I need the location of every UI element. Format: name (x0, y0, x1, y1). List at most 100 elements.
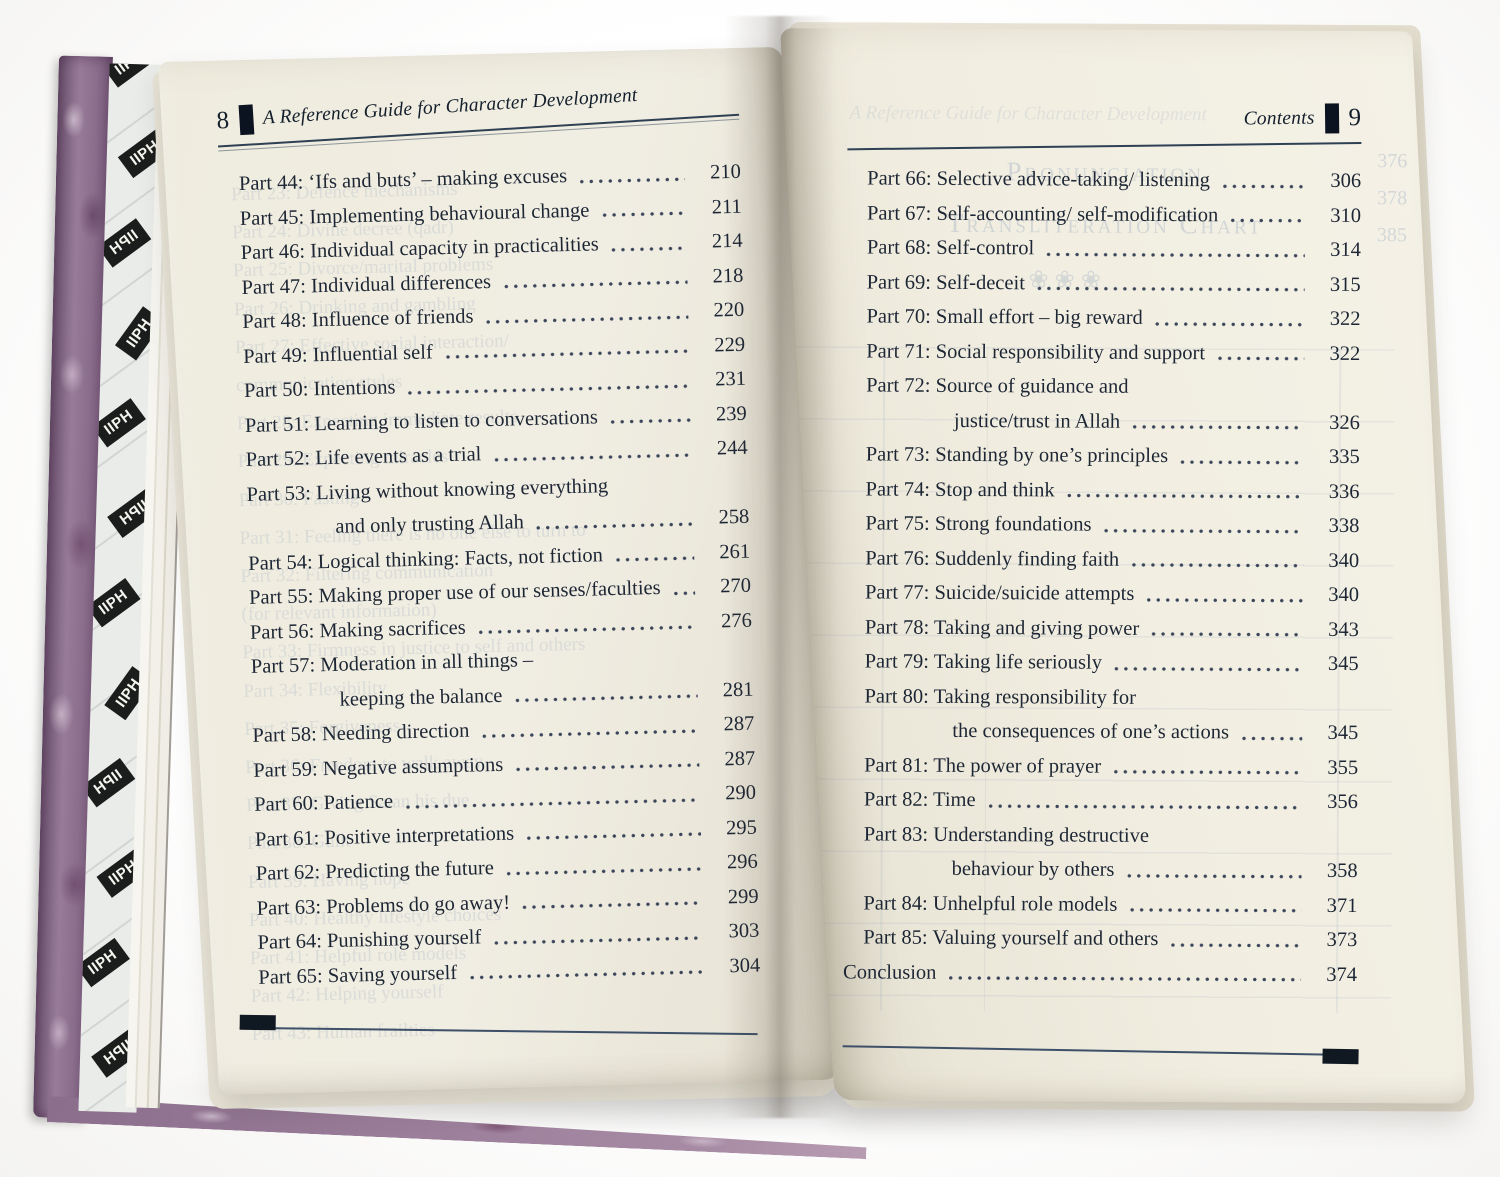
toc-entry-label: and only trusting Allah (335, 511, 525, 538)
dotted-leader (1064, 492, 1304, 500)
dotted-leader (1044, 250, 1305, 259)
toc-entry-page-number: 314 (1330, 238, 1361, 262)
toc-entry: Part 85: Valuing yourself and others 373 (863, 920, 1357, 957)
right-page: A Reference Guide for Character Developm… (780, 28, 1467, 1104)
toc-entry-label: Conclusion (843, 960, 937, 984)
toc-entry-page-number: 211 (711, 195, 742, 219)
toc-entry: Part 82: Time 356 (864, 782, 1358, 819)
dotted-leader (1101, 527, 1304, 535)
toc-entry-label: Part 84: Unhelpful role models (863, 891, 1118, 916)
toc-entry-page-number: 336 (1328, 480, 1360, 503)
toc-entry-page-number: 371 (1326, 894, 1358, 917)
toc-entry-line: Part 85: Valuing yourself and others 373 (863, 920, 1357, 957)
toc-entry: Part 57: Moderation in all things – keepi… (250, 638, 754, 719)
toc-entry: Part 81: The power of prayer 355 (864, 748, 1358, 785)
toc-entry-label: Part 65: Saving yourself (258, 961, 458, 989)
toc-entry-line: Part 81: The power of prayer 355 (864, 748, 1358, 785)
show-through-page-numbers: 376 378 385 (1377, 143, 1408, 254)
toc-entry-label: behaviour by others (951, 857, 1115, 881)
toc-entry-page-number: 261 (719, 540, 751, 563)
toc-entry: Part 72: Source of guidance and justice/t… (866, 368, 1360, 440)
toc-entry-line: Part 79: Taking life seriously 345 (865, 644, 1359, 681)
toc-entry: Part 68: Self-control 314 (867, 230, 1361, 267)
left-page-number: 8 (215, 106, 230, 135)
toc-entry-label: Part 50: Intentions (243, 376, 396, 402)
toc-entry-page-number: 244 (716, 436, 748, 460)
toc-entry-line: Part 73: Standing by one’s principles 335 (866, 437, 1360, 474)
toc-entry: Conclusion 374 (843, 955, 1358, 992)
dotted-leader (467, 968, 705, 981)
publisher-logo-tile: IIPH (91, 398, 146, 448)
show-through-number: 378 (1377, 187, 1408, 210)
dotted-leader (1144, 596, 1304, 604)
toc-entry-page-number: 340 (1328, 549, 1360, 572)
dotted-leader (670, 589, 696, 597)
toc-entry-line: the consequences of one’s actions 345 (864, 713, 1358, 750)
dotted-leader (1129, 561, 1304, 569)
footer-rule (239, 1026, 758, 1036)
toc-entry-label: the consequences of one’s actions (952, 719, 1230, 744)
toc-entry-line: Part 67: Self-accounting/ self-modificat… (867, 196, 1361, 233)
dotted-leader (1034, 285, 1305, 293)
toc-entry-line: justice/trust in Allah 326 (866, 403, 1360, 440)
toc-entry-page-number: 295 (725, 816, 758, 839)
toc-entry-page-number: 287 (723, 712, 755, 736)
right-page-footer (842, 1031, 1359, 1065)
toc-entry-line: Part 71: Social responsibility and suppo… (866, 334, 1360, 371)
dotted-leader (1228, 217, 1306, 224)
dotted-leader (475, 624, 697, 636)
publisher-logo-tile: IIPH (81, 757, 136, 808)
toc-entry-label: Part 66: Selective advice-taking/ listen… (867, 167, 1210, 192)
toc-entry: Part 78: Taking and giving power 343 (865, 610, 1359, 647)
dotted-leader (491, 934, 704, 946)
toc-entry: Part 69: Self-deceit 315 (867, 265, 1361, 302)
dotted-leader (503, 865, 702, 877)
dotted-leader (577, 175, 686, 185)
dotted-leader (501, 279, 688, 290)
dotted-leader (607, 417, 691, 426)
publisher-logo-tile: IIPH (86, 578, 141, 628)
header-bar-ornament (238, 104, 254, 136)
publisher-logo-tile: IIPH (102, 63, 157, 88)
dotted-leader (1111, 768, 1303, 776)
dotted-leader (1168, 941, 1302, 949)
toc-entry-page-number: 306 (1330, 169, 1362, 193)
toc-entry-label: Part 69: Self-deceit (866, 270, 1025, 294)
toc-entry-line: Part 66: Selective advice-taking/ listen… (867, 161, 1361, 198)
toc-entry-page-number: 345 (1327, 721, 1359, 745)
toc-entry-label: Part 49: Influential self (242, 340, 434, 368)
dotted-leader (479, 727, 699, 739)
toc-entry-page-number: 322 (1329, 342, 1361, 365)
toc-entry-page-number: 210 (709, 160, 742, 184)
right-page-number: 9 (1348, 104, 1362, 132)
toc-entry-page-number: 304 (729, 954, 761, 977)
toc-entry: Part 76: Suddenly finding faith 340 (865, 541, 1359, 578)
dotted-leader (985, 802, 1302, 811)
toc-entry-line: Part 84: Unhelpful role models 371 (863, 886, 1357, 923)
dotted-leader (946, 974, 1302, 983)
toc-entry-page-number: 374 (1326, 963, 1358, 986)
toc-entry: Part 67: Self-accounting/ self-modificat… (867, 196, 1361, 233)
right-running-head: Contents (1243, 107, 1315, 130)
right-page-header: Contents 9 (846, 103, 1362, 151)
toc-entry-page-number: 276 (720, 609, 753, 632)
header-bar-ornament (1324, 103, 1339, 134)
publisher-logo-tile: IIPH (97, 218, 152, 268)
toc-entry-label: Part 68: Self-control (866, 236, 1035, 260)
toc-entry-line: Part 83: Understanding destructive (864, 817, 1358, 854)
publisher-logo-tile: IIPH (78, 937, 130, 988)
toc-entry-page-number: 355 (1327, 756, 1359, 779)
toc-entries-left: Part 44: ‘Ifs and buts’ – making excuses… (219, 155, 761, 996)
toc-entry-label: Part 48: Influence of friends (242, 305, 474, 334)
toc-entry-label: Part 56: Making sacrifices (249, 616, 466, 644)
dotted-leader (612, 555, 695, 564)
left-page: Part 23: Defence mechanisms Part 24: Divi… (158, 46, 844, 1095)
toc-entry-label: keeping the balance (339, 684, 503, 711)
dotted-leader (1215, 355, 1305, 362)
toc-entry-page-number: 373 (1326, 928, 1358, 952)
dotted-leader (405, 382, 691, 396)
dotted-leader (483, 313, 689, 325)
toc-entry-line: Part 75: Strong foundations 338 (865, 506, 1359, 543)
toc-entry-page-number: 229 (714, 333, 746, 356)
toc-entry-line: Part 74: Stop and think 336 (865, 472, 1360, 509)
